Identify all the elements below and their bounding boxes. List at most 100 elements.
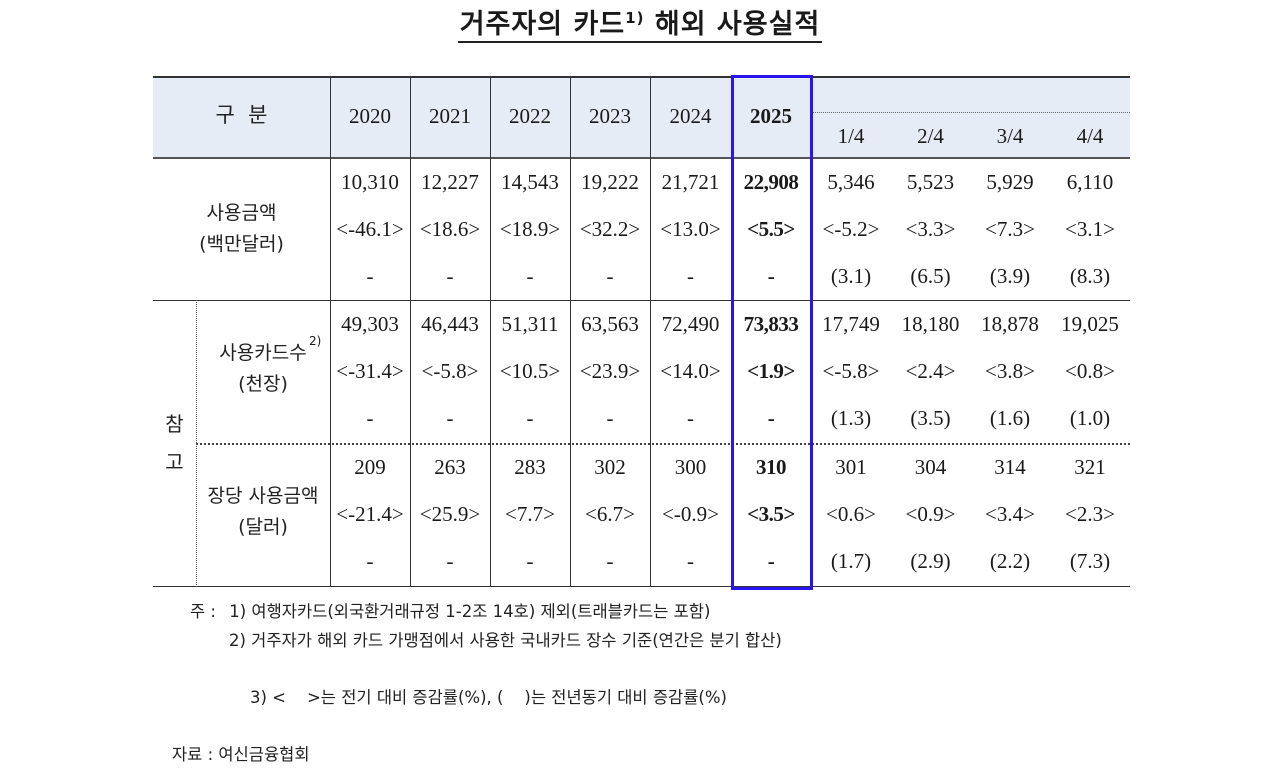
cell-qoq: <2.4> bbox=[891, 359, 970, 384]
section-divider bbox=[153, 300, 1130, 301]
cell-qoq: <-0.9> bbox=[650, 502, 731, 527]
cell-yoy: (1.7) bbox=[811, 549, 891, 574]
cell-qoq: <6.7> bbox=[570, 502, 650, 527]
source-line: 자료 : 여신금융협회 bbox=[172, 741, 782, 769]
table-top-border bbox=[153, 76, 1130, 78]
cell-values: 300 bbox=[650, 455, 731, 480]
title-rest: 해외 사용실적 bbox=[644, 9, 820, 40]
cell-yoy: - bbox=[570, 406, 650, 431]
cell-values: 283 bbox=[490, 455, 570, 480]
quarter-header-dotted-line bbox=[811, 112, 1130, 113]
cell-yoy: - bbox=[330, 549, 410, 574]
cell-values: 302 bbox=[570, 455, 650, 480]
cell-yoy: - bbox=[490, 549, 570, 574]
cell-qoq: <18.9> bbox=[490, 217, 570, 242]
cell-qoq: <-31.4> bbox=[330, 359, 410, 384]
source-name: 여신금융협회 bbox=[218, 745, 309, 764]
cell-qoq: <-5.2> bbox=[811, 217, 891, 242]
title-footnote-marker: 1) bbox=[625, 9, 644, 27]
footnote-prefix: 주 : bbox=[176, 598, 224, 627]
cell-values: 5,523 bbox=[891, 170, 970, 195]
cell-values: 72,490 bbox=[650, 312, 731, 337]
cell-values: 19,025 bbox=[1050, 312, 1130, 337]
cell-qoq: <7.3> bbox=[970, 217, 1050, 242]
header-year-2024: 2024 bbox=[650, 104, 731, 129]
highlight-2025-box bbox=[731, 75, 813, 590]
side-group-label-1: 참 bbox=[153, 409, 196, 439]
row-unit-1: (백만달러) bbox=[153, 229, 330, 259]
source-prefix: 자료 : bbox=[172, 745, 213, 764]
cell-values: 321 bbox=[1050, 455, 1130, 480]
cell-values: 63,563 bbox=[570, 312, 650, 337]
cell-yoy: - bbox=[650, 549, 731, 574]
cell-yoy: - bbox=[330, 406, 410, 431]
cell-yoy: (8.3) bbox=[1050, 264, 1130, 289]
header-bottom-border bbox=[153, 157, 1130, 159]
cell-qoq: <7.7> bbox=[490, 502, 570, 527]
cell-qoq: <25.9> bbox=[410, 502, 490, 527]
cell-values: 6,110 bbox=[1050, 170, 1130, 195]
cell-qoq: <3.3> bbox=[891, 217, 970, 242]
side-group-label-2: 고 bbox=[153, 447, 196, 477]
cell-yoy: (3.5) bbox=[891, 406, 970, 431]
cell-qoq: <3.8> bbox=[970, 359, 1050, 384]
cell-yoy: (6.5) bbox=[891, 264, 970, 289]
header-quarter-1: 1/4 bbox=[811, 124, 891, 149]
header-quarter-4: 4/4 bbox=[1050, 124, 1130, 149]
cell-yoy: - bbox=[410, 549, 490, 574]
cell-values: 46,443 bbox=[410, 312, 490, 337]
header-quarter-3: 3/4 bbox=[970, 124, 1050, 149]
cell-qoq: <10.5> bbox=[490, 359, 570, 384]
cell-values: 304 bbox=[891, 455, 970, 480]
cell-yoy: - bbox=[650, 406, 731, 431]
cell-values: 18,180 bbox=[891, 312, 970, 337]
cell-values: 314 bbox=[970, 455, 1050, 480]
header-year-2023: 2023 bbox=[570, 104, 650, 129]
cell-values: 19,222 bbox=[570, 170, 650, 195]
cell-values: 12,227 bbox=[410, 170, 490, 195]
cell-yoy: - bbox=[410, 264, 490, 289]
cell-yoy: - bbox=[410, 406, 490, 431]
cell-values: 49,303 bbox=[330, 312, 410, 337]
row-label-3: 장당 사용금액 bbox=[196, 481, 330, 511]
cell-yoy: - bbox=[650, 264, 731, 289]
cell-yoy: - bbox=[570, 549, 650, 574]
cell-qoq: <0.6> bbox=[811, 502, 891, 527]
header-quarter-2: 2/4 bbox=[891, 124, 970, 149]
cell-values: 17,749 bbox=[811, 312, 891, 337]
cell-yoy: (1.0) bbox=[1050, 406, 1130, 431]
cell-values: 51,311 bbox=[490, 312, 570, 337]
cell-values: 5,929 bbox=[970, 170, 1050, 195]
row-unit-2: (천장) bbox=[196, 369, 330, 399]
subsection-dotted-divider bbox=[196, 443, 1130, 445]
cell-yoy: (1.3) bbox=[811, 406, 891, 431]
cell-yoy: (1.6) bbox=[970, 406, 1050, 431]
cell-qoq: <2.3> bbox=[1050, 502, 1130, 527]
cell-qoq: <0.8> bbox=[1050, 359, 1130, 384]
cell-qoq: <-5.8> bbox=[410, 359, 490, 384]
header-category: 구 분 bbox=[153, 100, 330, 130]
cell-qoq: <14.0> bbox=[650, 359, 731, 384]
cell-qoq: <-21.4> bbox=[330, 502, 410, 527]
cell-qoq: <3.1> bbox=[1050, 217, 1130, 242]
row-label-footnote-marker: 2) bbox=[309, 334, 321, 348]
cell-qoq: <18.6> bbox=[410, 217, 490, 242]
cell-qoq: <13.0> bbox=[650, 217, 731, 242]
page-title: 거주자의 카드1) 해외 사용실적 bbox=[0, 2, 1280, 41]
cell-qoq: <23.9> bbox=[570, 359, 650, 384]
cell-qoq: <3.4> bbox=[970, 502, 1050, 527]
cell-yoy: - bbox=[490, 264, 570, 289]
footnote-1: 주 : 1) 여행자카드(외국환거래규정 1-2조 14호) 제외(트래블카드는… bbox=[176, 598, 782, 627]
footnotes: 주 : 1) 여행자카드(외국환거래규정 1-2조 14호) 제외(트래블카드는… bbox=[176, 598, 782, 769]
cell-yoy: - bbox=[490, 406, 570, 431]
header-year-2020: 2020 bbox=[330, 104, 410, 129]
cell-yoy: - bbox=[330, 264, 410, 289]
cell-qoq: <-46.1> bbox=[330, 217, 410, 242]
footnote-3: 3) < >는 전기 대비 증감률(%), ( )는 전년동기 대비 증감률(%… bbox=[176, 655, 782, 741]
cell-values: 5,346 bbox=[811, 170, 891, 195]
cell-yoy: - bbox=[570, 264, 650, 289]
cell-yoy: (3.9) bbox=[970, 264, 1050, 289]
row-label-1: 사용금액 bbox=[153, 198, 330, 228]
row-unit-3: (달러) bbox=[196, 512, 330, 542]
